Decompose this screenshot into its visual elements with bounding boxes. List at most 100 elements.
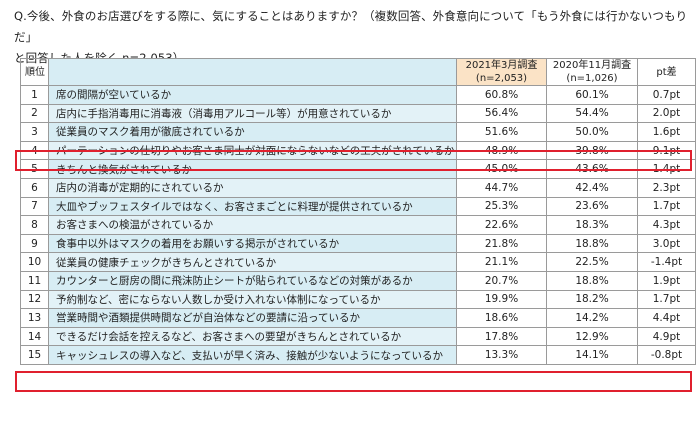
cell-rank: 14 — [20, 326, 49, 347]
table-row: 15 キャッシュレスの導入など、支払いが早く済み、接触が少ないようになっているか 1… — [20, 345, 696, 365]
cell-item: 店内の消毒が定期的にされているか — [48, 177, 457, 198]
cell-item: 大皿やブッフェスタイルではなく、お客さまごとに料理が提供されているか — [48, 196, 457, 217]
cell-rank: 10 — [20, 252, 49, 272]
cell-2020: 23.6% — [546, 196, 638, 217]
cell-2021: 48.9% — [456, 140, 547, 161]
cell-2020: 18.8% — [546, 270, 638, 291]
cell-2021: 17.8% — [456, 326, 547, 347]
cell-2020: 18.8% — [546, 233, 638, 254]
cell-diff: 1.4pt — [637, 159, 696, 179]
header-2020: 2020年11月調査 (n=1,026) — [546, 58, 638, 86]
cell-rank: 8 — [20, 215, 49, 235]
question-line-1: Q.今後、外食のお店選びをする際に、気にすることはありますか？（複数回答、外食意… — [14, 9, 688, 44]
cell-2021: 45.0% — [456, 159, 547, 179]
table-row: 13 営業時間や酒類提供時間などが自治体などの要請に沿っているか 18.6% 14.2… — [20, 308, 696, 328]
cell-diff: 1.9pt — [637, 270, 696, 291]
header-2020-n: (n=1,026) — [566, 73, 618, 84]
table-row: 9 食事中以外はマスクの着用をお願いする掲示がされているか 21.8% 18.8% 3.… — [20, 233, 696, 254]
cell-2020: 14.1% — [546, 345, 638, 365]
cell-2021: 18.6% — [456, 308, 547, 328]
table-row: 6 店内の消毒が定期的にされているか 44.7% 42.4% 2.3pt — [20, 177, 696, 198]
table-row: 4 パーテーションの仕切りやお客さま同士が対面にならないなどの工夫がされているか 4… — [20, 140, 696, 161]
header-diff: pt差 — [637, 58, 696, 86]
table-row: 12 予約制など、密にならない人数しか受け入れない体制になっているか 19.9% 18… — [20, 289, 696, 310]
cell-diff: 9.1pt — [637, 140, 696, 161]
cell-2020: 18.2% — [546, 289, 638, 310]
cell-2021: 19.9% — [456, 289, 547, 310]
cell-2021: 20.7% — [456, 270, 547, 291]
cell-2021: 21.1% — [456, 252, 547, 272]
cell-rank: 15 — [20, 345, 49, 365]
cell-2021: 56.4% — [456, 103, 547, 124]
highlight-box-rank-14 — [15, 371, 692, 392]
cell-rank: 9 — [20, 233, 49, 254]
cell-2020: 39.8% — [546, 140, 638, 161]
cell-item: できるだけ会話を控えるなど、お客さまへの要望がきちんとされているか — [48, 326, 457, 347]
cell-item: 従業員のマスク着用が徹底されているか — [48, 122, 457, 142]
header-item — [48, 58, 457, 86]
header-2020-title: 2020年11月調査 — [552, 60, 632, 71]
cell-diff: 4.9pt — [637, 326, 696, 347]
cell-2020: 50.0% — [546, 122, 638, 142]
cell-2020: 14.2% — [546, 308, 638, 328]
cell-2020: 60.1% — [546, 85, 638, 105]
cell-2020: 54.4% — [546, 103, 638, 124]
cell-2021: 44.7% — [456, 177, 547, 198]
cell-2021: 60.8% — [456, 85, 547, 105]
cell-item: 食事中以外はマスクの着用をお願いする掲示がされているか — [48, 233, 457, 254]
table-row: 2 店内に手指消毒用に消毒液（消毒用アルコール等）が用意されているか 56.4% 54… — [20, 103, 696, 124]
cell-diff: 1.7pt — [637, 289, 696, 310]
cell-item: お客さまへの検温がされているか — [48, 215, 457, 235]
header-2021-n: (n=2,053) — [475, 73, 528, 84]
cell-diff: -0.8pt — [637, 345, 696, 365]
cell-2020: 43.6% — [546, 159, 638, 179]
results-table: 順位 2021年3月調査 (n=2,053) 2020年11月調査 (n=1,0… — [20, 58, 696, 365]
table-row: 10 従業員の健康チェックがきちんとされているか 21.1% 22.5% -1.4pt — [20, 252, 696, 272]
cell-rank: 3 — [20, 122, 49, 142]
cell-diff: -1.4pt — [637, 252, 696, 272]
cell-rank: 11 — [20, 270, 49, 291]
cell-diff: 0.7pt — [637, 85, 696, 105]
cell-item: 従業員の健康チェックがきちんとされているか — [48, 252, 457, 272]
cell-rank: 5 — [20, 159, 49, 179]
cell-2020: 18.3% — [546, 215, 638, 235]
table-row: 14 できるだけ会話を控えるなど、お客さまへの要望がきちんとされているか 17.8%… — [20, 326, 696, 347]
cell-item: きちんと換気がされているか — [48, 159, 457, 179]
cell-2021: 51.6% — [456, 122, 547, 142]
cell-2020: 22.5% — [546, 252, 638, 272]
table-row: 5 きちんと換気がされているか 45.0% 43.6% 1.4pt — [20, 159, 696, 179]
cell-item: カウンターと厨房の間に飛沫防止シートが貼られているなどの対策があるか — [48, 270, 457, 291]
cell-2021: 25.3% — [456, 196, 547, 217]
cell-diff: 2.0pt — [637, 103, 696, 124]
cell-rank: 6 — [20, 177, 49, 198]
cell-diff: 2.3pt — [637, 177, 696, 198]
cell-rank: 13 — [20, 308, 49, 328]
cell-2021: 13.3% — [456, 345, 547, 365]
cell-2020: 12.9% — [546, 326, 638, 347]
cell-item: キャッシュレスの導入など、支払いが早く済み、接触が少ないようになっているか — [48, 345, 457, 365]
cell-2020: 42.4% — [546, 177, 638, 198]
cell-2021: 21.8% — [456, 233, 547, 254]
table-row: 11 カウンターと厨房の間に飛沫防止シートが貼られているなどの対策があるか 20.7… — [20, 270, 696, 291]
cell-diff: 1.7pt — [637, 196, 696, 217]
header-2021-title: 2021年3月調査 — [465, 60, 538, 71]
header-2021: 2021年3月調査 (n=2,053) — [456, 58, 547, 86]
cell-rank: 1 — [20, 85, 49, 105]
cell-diff: 3.0pt — [637, 233, 696, 254]
cell-item: 営業時間や酒類提供時間などが自治体などの要請に沿っているか — [48, 308, 457, 328]
cell-diff: 4.4pt — [637, 308, 696, 328]
table-row: 1 席の間隔が空いているか 60.8% 60.1% 0.7pt — [20, 85, 696, 105]
cell-item: 予約制など、密にならない人数しか受け入れない体制になっているか — [48, 289, 457, 310]
cell-rank: 4 — [20, 140, 49, 161]
cell-rank: 7 — [20, 196, 49, 217]
table-row: 3 従業員のマスク着用が徹底されているか 51.6% 50.0% 1.6pt — [20, 122, 696, 142]
table-row: 7 大皿やブッフェスタイルではなく、お客さまごとに料理が提供されているか 25.3%… — [20, 196, 696, 217]
cell-rank: 2 — [20, 103, 49, 124]
cell-item: パーテーションの仕切りやお客さま同士が対面にならないなどの工夫がされているか — [48, 140, 457, 161]
table-row: 8 お客さまへの検温がされているか 22.6% 18.3% 4.3pt — [20, 215, 696, 235]
table-header-row: 順位 2021年3月調査 (n=2,053) 2020年11月調査 (n=1,0… — [20, 58, 696, 86]
cell-diff: 4.3pt — [637, 215, 696, 235]
cell-rank: 12 — [20, 289, 49, 310]
cell-item: 店内に手指消毒用に消毒液（消毒用アルコール等）が用意されているか — [48, 103, 457, 124]
cell-diff: 1.6pt — [637, 122, 696, 142]
